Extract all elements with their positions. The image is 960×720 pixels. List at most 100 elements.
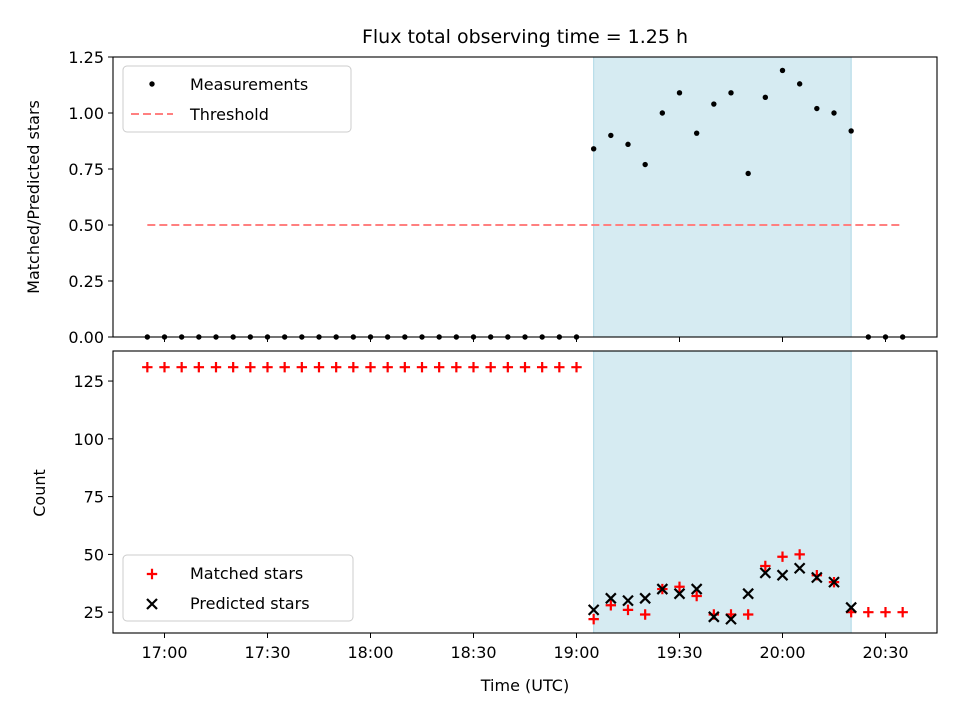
measurement-point: [848, 128, 854, 134]
top-y-tick-label: 1.00: [68, 104, 104, 123]
legend-label: Matched stars: [190, 564, 303, 583]
matched-star-point: [348, 361, 359, 373]
measurement-point: [642, 161, 648, 168]
measurement-point: [779, 67, 786, 74]
measurement-point: [814, 105, 820, 112]
matched-star-point: [639, 609, 651, 620]
top-panel: 0.00 0.25 0.50 0.75 1.00 1.25 Measurements Thre…: [68, 48, 938, 347]
predicted-star-point: [776, 569, 789, 581]
measurement-point: [831, 110, 837, 116]
predicted-star-point: [656, 583, 669, 595]
x-tick-label: 20:30: [862, 643, 908, 662]
x-tick-label: 17:30: [244, 643, 290, 662]
matched-star-point: [777, 551, 788, 562]
matched-star-point: [245, 361, 256, 373]
matched-star-point: [794, 549, 805, 560]
top-shaded-span: [593, 56, 852, 338]
measurement-point: [608, 132, 614, 139]
matched-star-point: [880, 606, 891, 618]
measurement-point: [796, 81, 803, 87]
matched-star-point: [451, 361, 462, 373]
chart-title: Flux total observing time = 1.25 h: [362, 26, 688, 48]
matched-star-point: [536, 361, 548, 373]
measurement-point: [676, 90, 683, 96]
measurement-point: [762, 94, 769, 101]
matched-star-point: [622, 604, 634, 616]
matched-star-point: [279, 361, 290, 373]
bottom-y-tick-label: 25: [84, 603, 104, 622]
predicted-star-point: [828, 576, 840, 588]
matched-star-point: [210, 361, 222, 373]
legend-measurement-marker: [149, 81, 155, 87]
matched-star-point: [262, 361, 273, 373]
matched-star-point: [571, 361, 582, 373]
measurement-point: [745, 170, 751, 177]
x-tick-label: 19:00: [553, 643, 599, 662]
matched-star-point: [330, 361, 342, 373]
predicted-star-point: [708, 611, 720, 623]
top-y-tick-label: 0.00: [68, 328, 104, 347]
predicted-star-point: [605, 592, 617, 605]
measurement-point: [625, 141, 631, 148]
predicted-star-point: [673, 587, 686, 600]
predicted-star-point: [725, 613, 737, 625]
top-y-tick-label: 0.25: [68, 272, 104, 291]
matched-star-point: [296, 361, 308, 373]
bottom-legend-box: [122, 554, 354, 622]
matched-star-point: [519, 361, 531, 373]
predicted-star-point: [587, 604, 600, 616]
matched-star-point: [502, 361, 514, 373]
x-tick-label: 18:00: [347, 643, 393, 662]
matched-star-point: [742, 609, 754, 620]
legend-label: Measurements: [190, 75, 308, 94]
x-tick-label: 17:00: [141, 643, 187, 662]
matched-star-point: [588, 613, 599, 625]
predicted-star-point: [639, 592, 651, 605]
legend-matched-marker: [146, 568, 158, 580]
matched-star-point: [433, 361, 445, 373]
y-axis-label-bottom: Count: [30, 469, 49, 517]
x-tick-label: 20:00: [759, 643, 805, 662]
top-y-tick-label: 1.25: [68, 48, 104, 67]
x-tick-label: 18:30: [450, 643, 496, 662]
matched-star-point: [485, 361, 496, 373]
matched-star-point: [227, 361, 239, 373]
matched-star-point: [159, 361, 170, 373]
legend-label: Threshold: [189, 105, 269, 124]
bottom-y-tick-label: 50: [84, 545, 104, 564]
top-y-tick-label: 0.50: [68, 216, 104, 235]
measurement-point: [728, 90, 734, 96]
top-plot-frame: [112, 56, 938, 338]
matched-star-point: [605, 600, 617, 611]
predicted-star-point: [622, 594, 634, 607]
matched-star-point: [382, 361, 393, 373]
matched-star-point: [365, 361, 376, 373]
x-axis-label: Time (UTC): [480, 676, 569, 695]
bottom-plot-frame: [112, 350, 938, 634]
bottom-y-tick-label: 100: [73, 430, 104, 449]
matched-star-point: [142, 361, 153, 373]
top-legend-box: [122, 65, 352, 133]
matched-star-point: [691, 590, 702, 602]
bottom-shaded-span: [593, 350, 852, 634]
bottom-panel: 25 50 75 100 125 17:00 17:30 18:00 18:30 19:00 19:…: [73, 350, 938, 662]
matched-star-point: [468, 361, 479, 373]
measurement-point: [693, 130, 700, 136]
measurement-point: [659, 110, 666, 116]
matched-star-point: [897, 606, 908, 618]
predicted-star-point: [793, 562, 806, 575]
bottom-y-tick-label: 125: [73, 372, 104, 391]
matched-star-point: [313, 361, 325, 373]
matched-star-point: [554, 361, 565, 373]
matched-star-point: [674, 581, 685, 592]
matched-star-point: [193, 361, 205, 373]
matched-star-point: [416, 361, 428, 373]
predicted-star-point: [690, 583, 703, 595]
x-tick-label: 19:30: [656, 643, 702, 662]
matched-star-point: [176, 361, 187, 373]
y-axis-label-top: Matched/Predicted stars: [24, 100, 43, 294]
matched-star-point: [399, 361, 411, 373]
predicted-star-point: [845, 601, 857, 614]
legend-predicted-marker: [146, 598, 158, 610]
